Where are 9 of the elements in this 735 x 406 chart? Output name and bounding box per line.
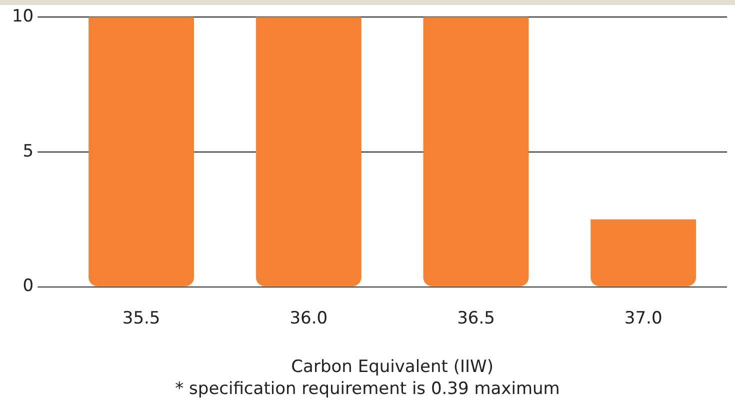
x-axis-title: Carbon Equivalent (IIW) — [291, 356, 494, 377]
y-tick-label: 5 — [22, 141, 34, 162]
x-tick-label: 37.0 — [624, 308, 662, 328]
x-tick-label: 36.5 — [457, 308, 495, 328]
y-tick-label: 10 — [12, 6, 34, 26]
text: * specification requirement is 0.39 maximum — [175, 379, 560, 400]
x-tick-label: 35.5 — [122, 308, 160, 328]
y-tick-label: 0 — [22, 276, 34, 296]
x-tick-label: 36.0 — [290, 308, 328, 328]
